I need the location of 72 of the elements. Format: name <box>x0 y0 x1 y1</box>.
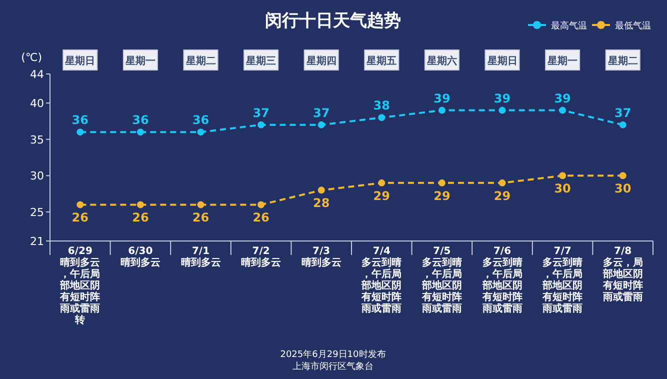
y-tick-label: 40 <box>30 97 44 110</box>
point <box>378 114 386 122</box>
text: 上海市闵行区气象台 <box>292 361 374 372</box>
data-label: 36 <box>72 113 88 128</box>
data-label: 38 <box>373 98 390 113</box>
point <box>258 201 265 208</box>
x-tick-label: 6/30 晴到多云 <box>120 246 160 268</box>
x-tick-label: 7/5 多云到晴，午后局部地区阴有短时阵雨或雷雨 <box>420 246 462 314</box>
data-label: 29 <box>373 188 390 203</box>
point <box>438 179 446 186</box>
point <box>318 186 325 194</box>
data-label: 39 <box>434 91 450 106</box>
data-label: 26 <box>132 210 149 225</box>
x-tick-label: 7/6 多云到晴，午后局部地区阴有短时阵雨或雷雨 <box>481 246 522 314</box>
data-label: 29 <box>434 188 450 203</box>
text: 星期二 <box>606 55 638 67</box>
point <box>136 128 144 136</box>
text: 星期六 <box>426 55 457 67</box>
point <box>76 128 84 136</box>
data-label: 39 <box>494 91 511 106</box>
x-tick-label: 7/3 晴到多云 <box>301 246 342 268</box>
text: 星期五 <box>366 55 397 67</box>
point <box>378 179 386 186</box>
data-label: 39 <box>554 91 571 106</box>
y-axis-title: (℃) <box>21 51 42 64</box>
x-tick-label: 7/4 多云到晴，午后局部地区阴有短时阵雨或雷雨 <box>360 246 402 314</box>
data-label: 30 <box>614 182 632 196</box>
data-label: 37 <box>614 106 632 120</box>
text: 星期一 <box>124 55 156 67</box>
x-tick-label: 6/29 晴到多云，午后局部地区阴有短时阵雨或雷雨转 <box>59 246 100 326</box>
data-label: 26 <box>192 210 210 225</box>
x-tick-label: 7/1 晴到多云 <box>180 246 221 268</box>
point <box>76 201 84 208</box>
legend-label: 最高气温 <box>551 20 587 32</box>
point <box>498 179 506 186</box>
point <box>258 121 265 128</box>
point <box>619 121 626 128</box>
text: 星期一 <box>546 55 578 67</box>
data-label: 37 <box>313 106 330 120</box>
data-label: 36 <box>132 113 149 128</box>
data-label: 29 <box>494 188 511 203</box>
point <box>619 172 626 180</box>
point <box>197 128 204 136</box>
chart-title: 闵行十日天气趋势 <box>265 11 401 31</box>
text: 星期二 <box>184 55 216 67</box>
point <box>559 106 566 114</box>
y-tick-label: 21 <box>30 235 44 248</box>
data-label: 30 <box>554 182 571 196</box>
y-tick-label: 44 <box>30 68 44 81</box>
text: 星期日 <box>64 55 96 67</box>
data-label: 37 <box>252 106 270 120</box>
y-tick-label: 30 <box>30 170 44 183</box>
point <box>438 106 446 114</box>
point <box>136 201 144 208</box>
text: 2025年6月29日10时发布 <box>280 349 386 360</box>
data-label: 26 <box>252 210 270 225</box>
y-tick-label: 35 <box>30 133 44 146</box>
data-label: 36 <box>192 113 210 128</box>
text: 星期四 <box>305 55 336 67</box>
point <box>559 172 566 180</box>
point <box>318 121 325 128</box>
legend-label: 最低气温 <box>615 20 651 32</box>
point <box>498 106 506 114</box>
y-tick-label: 25 <box>30 206 44 219</box>
x-tick-label: 7/8 多云，局部地区阴有短时阵雨或雷雨 <box>602 246 643 303</box>
text: 星期日 <box>486 55 518 67</box>
text: 星期三 <box>245 55 276 67</box>
point <box>197 201 204 208</box>
x-tick-label: 7/2 晴到多云 <box>241 246 282 268</box>
data-label: 28 <box>313 196 330 210</box>
data-label: 26 <box>72 210 88 225</box>
x-tick-label: 7/7 多云到晴，午后局部地区阴有短时阵雨或雷雨 <box>542 246 583 314</box>
